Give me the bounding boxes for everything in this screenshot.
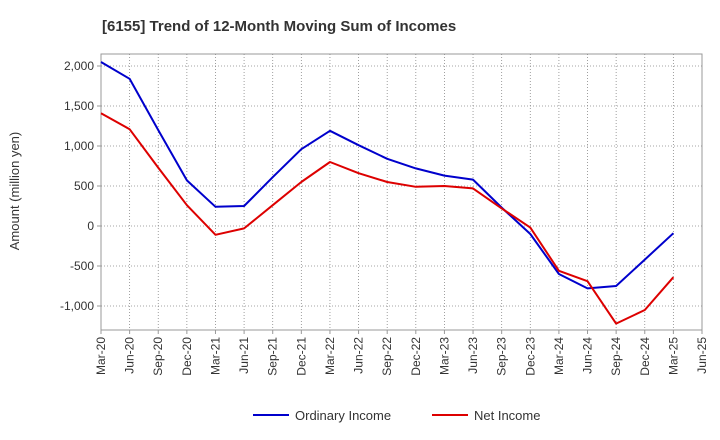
y-axis-ticks: -1,000 -500 0 500 1,000 1,500 2,000	[60, 59, 101, 313]
x-tick-label: Mar-21	[208, 337, 222, 375]
x-tick-label: Mar-22	[323, 337, 337, 375]
y-tick-label: -1,000	[60, 299, 94, 313]
x-tick-label: Dec-23	[523, 337, 537, 376]
y-tick-label: 0	[87, 219, 94, 233]
x-tick-label: Dec-24	[638, 337, 652, 376]
x-tick-label: Sep-24	[609, 337, 623, 376]
plot-area	[100, 53, 703, 331]
x-tick-label: Mar-25	[666, 337, 680, 375]
y-axis-label: Amount (million yen)	[7, 132, 22, 251]
x-tick-label: Jun-22	[352, 337, 366, 374]
x-tick-label: Mar-24	[552, 337, 566, 375]
x-axis-ticks: Mar-20 Jun-20 Sep-20 Dec-20 Mar-21 Jun-21 Sep-…	[94, 330, 709, 376]
series-line-1	[100, 112, 675, 325]
legend: Ordinary Income Net Income	[253, 408, 540, 423]
y-tick-label: 500	[74, 179, 94, 193]
chart-title: [6155] Trend of 12-Month Moving Sum of I…	[102, 18, 456, 35]
legend-label: Net Income	[474, 408, 540, 423]
legend-label: Ordinary Income	[295, 408, 391, 423]
series-line-0	[100, 61, 675, 290]
x-tick-label: Jun-23	[466, 337, 480, 374]
x-tick-label: Sep-22	[380, 337, 394, 376]
y-tick-label: 2,000	[64, 59, 94, 73]
x-tick-label: Dec-21	[294, 337, 308, 376]
x-tick-label: Jun-25	[695, 337, 709, 374]
x-tick-label: Sep-23	[495, 337, 509, 376]
x-tick-label: Mar-20	[94, 337, 108, 375]
y-tick-label: 1,500	[64, 99, 94, 113]
grid-lines	[101, 54, 702, 330]
y-tick-label: -500	[70, 259, 94, 273]
x-tick-label: Sep-20	[151, 337, 165, 376]
x-tick-label: Jun-24	[581, 337, 595, 374]
x-tick-label: Mar-23	[437, 337, 451, 375]
x-tick-label: Dec-20	[180, 337, 194, 376]
x-tick-label: Dec-22	[409, 337, 423, 376]
x-tick-label: Jun-21	[237, 337, 251, 374]
x-tick-label: Jun-20	[123, 337, 137, 374]
series-lines	[100, 61, 675, 325]
y-tick-label: 1,000	[64, 139, 94, 153]
x-tick-label: Sep-21	[266, 337, 280, 376]
